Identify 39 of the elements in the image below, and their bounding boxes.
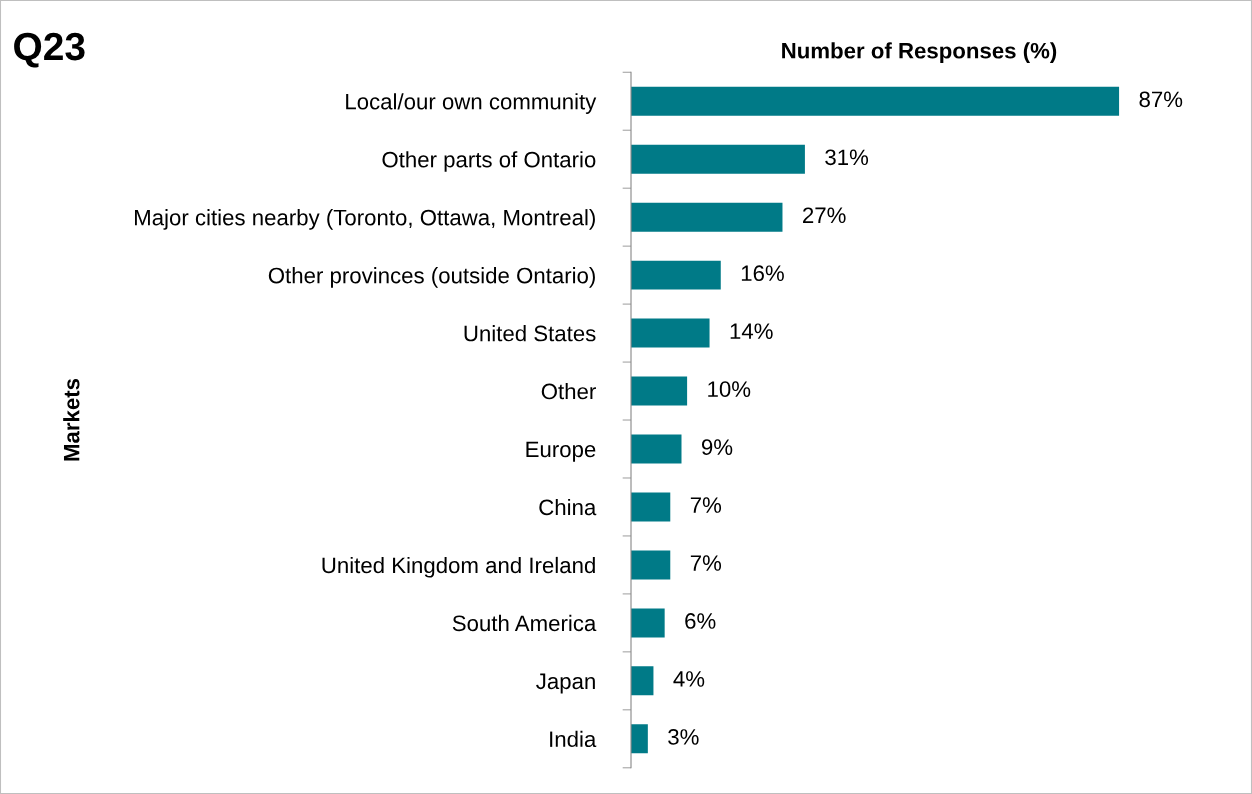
y-tick-label: China xyxy=(539,498,597,516)
bar xyxy=(631,318,710,348)
y-tick-label: United Kingdom and Ireland xyxy=(322,556,595,578)
y-tick-label: Other xyxy=(541,382,596,400)
bar xyxy=(631,550,671,580)
data-label: 87% xyxy=(1139,91,1183,108)
y-axis-title: Markets xyxy=(63,378,80,461)
data-label: 16% xyxy=(741,265,784,282)
y-tick-label: Major cities nearby (Toronto, Ottawa, Montreal) xyxy=(135,209,595,230)
bar xyxy=(631,86,1120,116)
y-tick-label: Local/our own community xyxy=(346,93,597,114)
x-axis-title: Number of Responses (%) xyxy=(782,42,1057,63)
data-label: 6% xyxy=(685,613,716,629)
y-tick-label: Japan xyxy=(536,673,595,694)
data-label: 10% xyxy=(708,381,751,398)
bar xyxy=(631,434,682,464)
y-tick-label: South America xyxy=(452,614,597,632)
y-tick-label: Other provinces (outside Ontario) xyxy=(268,267,595,288)
y-tick-label: Other parts of Ontario xyxy=(382,151,596,172)
data-label: 9% xyxy=(701,439,733,455)
bar xyxy=(631,492,671,522)
y-tick-label: India xyxy=(550,730,597,748)
bar xyxy=(631,724,648,754)
text: Q23 xyxy=(14,32,85,68)
data-label: 7% xyxy=(690,555,722,571)
data-label: 27% xyxy=(803,207,846,224)
bar xyxy=(631,144,805,174)
bar xyxy=(631,260,721,290)
data-label: 4% xyxy=(673,671,705,687)
bar xyxy=(631,666,654,696)
bar xyxy=(631,202,783,232)
data-label: 14% xyxy=(730,323,773,339)
bar xyxy=(631,376,688,406)
data-label: 7% xyxy=(690,497,722,513)
y-tick-label: United States xyxy=(464,325,596,342)
data-label: 3% xyxy=(668,729,699,745)
data-label: 31% xyxy=(825,149,869,166)
y-tick-label: Europe xyxy=(526,441,596,462)
bar xyxy=(631,608,665,638)
